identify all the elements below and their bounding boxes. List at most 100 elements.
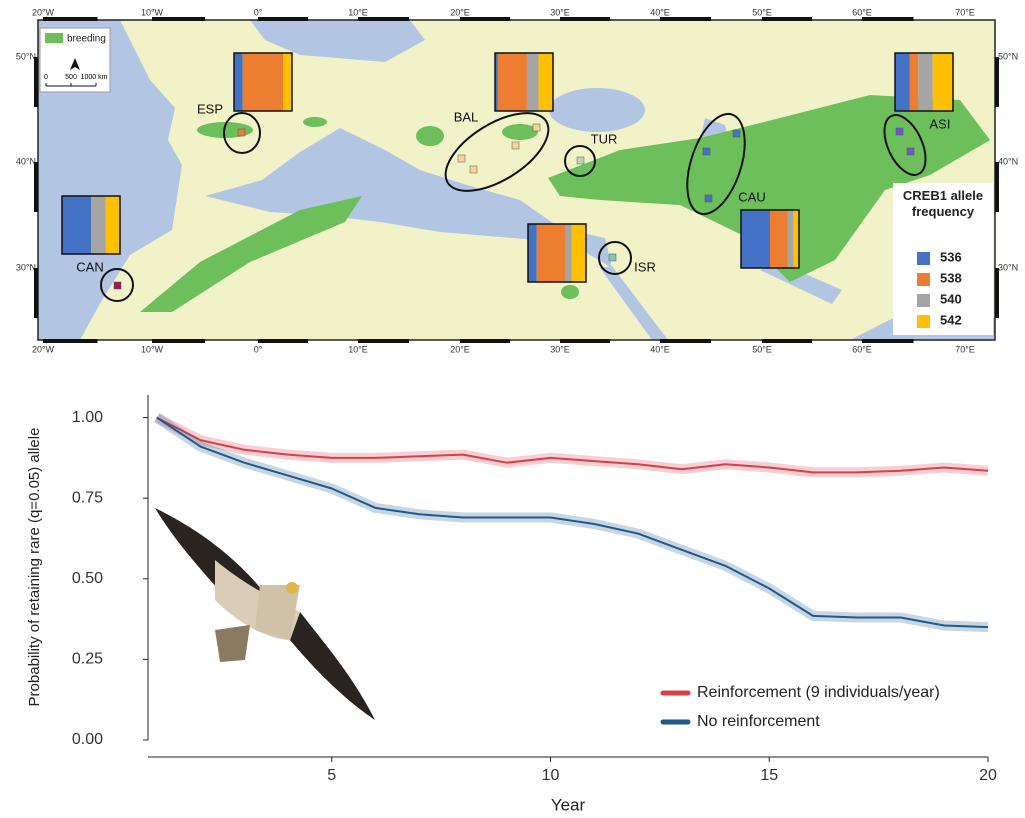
x-tick-label: 20	[979, 767, 997, 784]
frame-segment	[660, 17, 711, 21]
y-tick-label: 1.00	[72, 409, 103, 426]
lon-label: 30°E	[550, 7, 570, 17]
allele-label: 536	[940, 249, 962, 264]
frame-segment	[995, 162, 999, 212]
lon-label: 20°E	[450, 7, 470, 17]
frame-segment	[995, 268, 999, 318]
lat-label: 50°N	[16, 51, 36, 61]
region-label: BAL	[454, 109, 479, 124]
y-tick-label: 0.25	[72, 651, 103, 668]
frequency-cell	[741, 210, 770, 268]
frame-segment	[762, 17, 812, 21]
frequency-cell	[537, 224, 566, 282]
lon-label: 40°E	[650, 7, 670, 17]
allele-swatch	[917, 315, 930, 328]
lon-label: 70°E	[955, 7, 975, 17]
frequency-cell	[539, 53, 554, 111]
frequency-cell	[91, 196, 106, 254]
frame-segment	[34, 57, 38, 107]
frame-segment	[762, 339, 812, 343]
region-label: ASI	[930, 116, 951, 131]
frequency-cell	[283, 53, 292, 111]
lon-label: 10°E	[348, 7, 368, 17]
lon-label: 20°W	[32, 344, 55, 354]
allele-label: 538	[940, 270, 962, 285]
frequency-cell	[918, 53, 933, 111]
frame-segment	[258, 17, 308, 21]
series-band	[157, 418, 988, 473]
lon-label: 50°E	[752, 344, 772, 354]
frame-segment	[560, 339, 610, 343]
lon-label: 0°	[254, 344, 263, 354]
frame-segment	[152, 339, 205, 343]
x-tick-label: 10	[542, 767, 560, 784]
x-tick-label: 15	[760, 767, 778, 784]
frame-segment	[43, 339, 98, 343]
scale-label: 1000 km	[81, 74, 108, 81]
frequency-cell	[566, 224, 572, 282]
frame-segment	[862, 17, 914, 21]
frame-segment	[995, 57, 999, 107]
frame-segment	[258, 339, 308, 343]
frequency-cell	[234, 53, 243, 111]
lon-label: 0°	[254, 7, 263, 17]
frequency-cell	[895, 53, 910, 111]
frame-segment	[460, 339, 510, 343]
y-tick-label: 0.75	[72, 489, 103, 506]
allele-label: 540	[940, 291, 962, 306]
x-axis-label: Year	[551, 795, 586, 814]
frequency-cell	[527, 53, 539, 111]
breeding-legend-swatch	[45, 33, 63, 43]
lon-label: 20°E	[450, 344, 470, 354]
scale-label: 500	[65, 74, 77, 81]
legend-label: No reinforcement	[697, 713, 820, 730]
frequency-cell	[572, 224, 587, 282]
allele-swatch	[917, 252, 930, 265]
lon-label: 60°E	[852, 7, 872, 17]
region-label: ISR	[634, 259, 656, 274]
figure: breeding 0 500 1000 km 20°W 20°W 10°W 10°W 0…	[0, 0, 1025, 818]
allele-swatch	[917, 294, 930, 307]
lat-label: 30°N	[16, 262, 36, 272]
allele-legend-title: CREB1 allele frequency	[893, 188, 993, 220]
breeding-legend-label: breeding	[67, 34, 106, 45]
lon-label: 10°W	[141, 344, 164, 354]
x-tick-label: 5	[327, 767, 336, 784]
lon-label: 20°W	[32, 7, 55, 17]
frequency-cell	[243, 53, 284, 111]
legend-label: Reinforcement (9 individuals/year)	[697, 684, 940, 701]
lon-label: 60°E	[852, 344, 872, 354]
region-label: CAN	[76, 259, 103, 274]
frame-segment	[460, 17, 510, 21]
lon-label: 10°W	[141, 7, 164, 17]
frame-segment	[152, 17, 205, 21]
frequency-cell	[62, 196, 91, 254]
region-label: CAU	[738, 189, 765, 204]
lon-label: 40°E	[650, 344, 670, 354]
frequency-cell	[106, 196, 121, 254]
frame-segment	[34, 268, 38, 318]
eagle-photo	[155, 508, 375, 720]
frequency-cell	[787, 210, 793, 268]
lon-label: 50°E	[752, 7, 772, 17]
scale-label: 0	[44, 74, 48, 81]
frequency-cell	[910, 53, 919, 111]
allele-label: 542	[940, 312, 962, 327]
frame-segment	[862, 339, 914, 343]
lon-label: 10°E	[348, 344, 368, 354]
lat-label: 40°N	[16, 156, 36, 166]
frame-segment	[660, 339, 711, 343]
lat-label: 30°N	[998, 262, 1018, 272]
frequency-cell	[793, 210, 799, 268]
frame-segment	[358, 339, 409, 343]
frequency-cell	[498, 53, 527, 111]
frequency-cell	[933, 53, 953, 111]
lat-label: 50°N	[998, 51, 1018, 61]
y-tick-label: 0.50	[72, 570, 103, 587]
frame-segment	[560, 17, 610, 21]
frame-segment	[43, 17, 98, 21]
frame-segment	[34, 162, 38, 212]
lat-label: 40°N	[998, 156, 1018, 166]
allele-swatch	[917, 273, 930, 286]
region-label: ESP	[197, 101, 223, 116]
